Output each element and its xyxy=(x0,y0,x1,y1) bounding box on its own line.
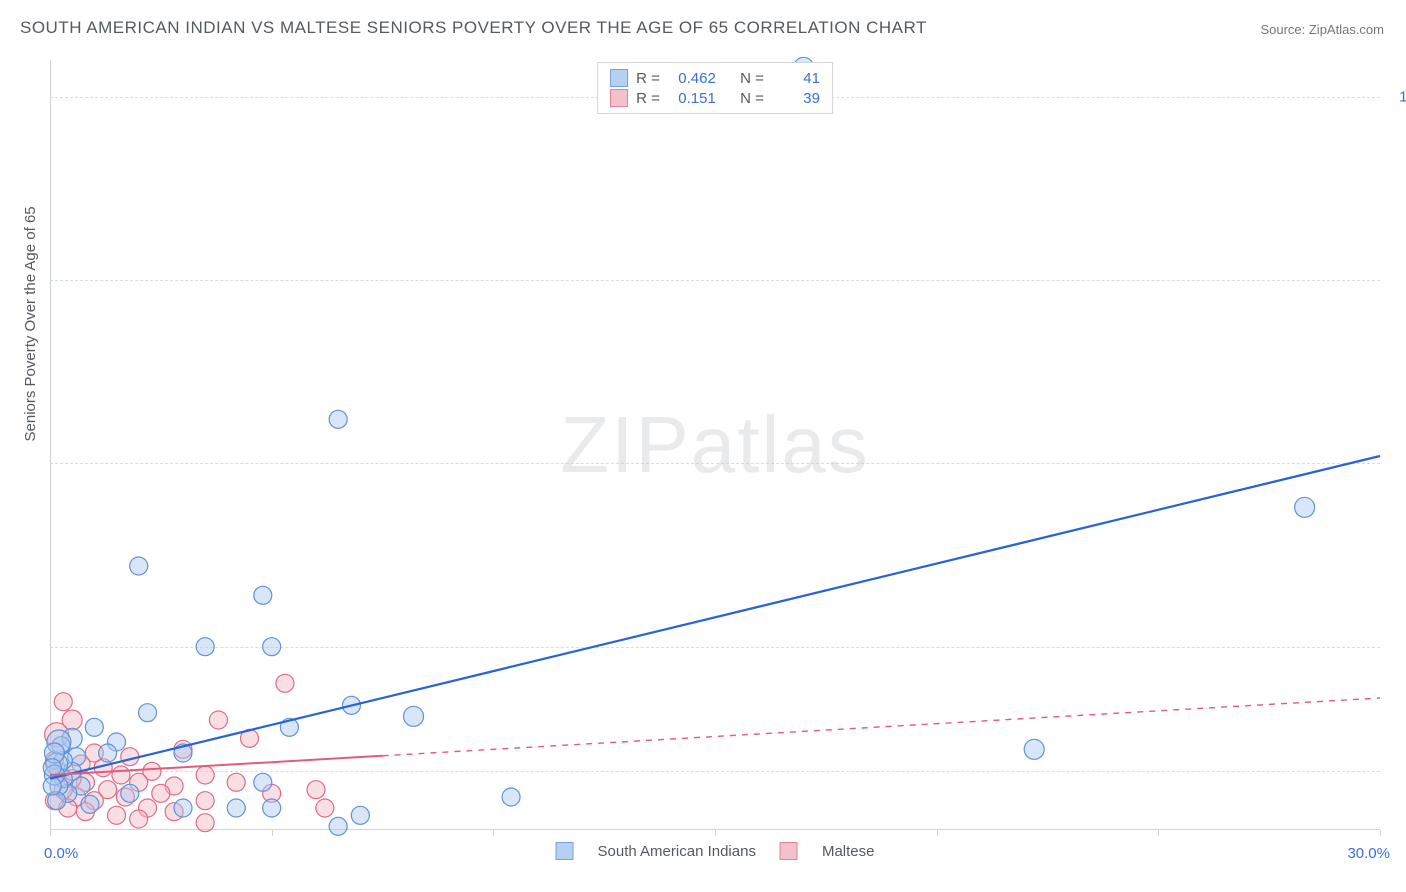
y-tick-label: 25.0% xyxy=(1390,638,1406,655)
source-name: ZipAtlas.com xyxy=(1309,22,1384,37)
legend-swatch-sai xyxy=(556,842,574,860)
correlation-stats-box: R = 0.462 N = 41 R = 0.151 N = 39 xyxy=(597,62,833,114)
legend-label-sai: South American Indians xyxy=(598,843,756,860)
x-max-label: 30.0% xyxy=(1347,845,1390,862)
legend-swatch-maltese xyxy=(780,842,798,860)
y-tick-label: 100.0% xyxy=(1390,88,1406,105)
chart-plot-area: 25.0%50.0%75.0%100.0% ZIPatlas R = 0.462… xyxy=(50,60,1380,830)
stat-N-sai: 41 xyxy=(772,70,820,87)
source-attribution: Source: ZipAtlas.com xyxy=(1260,22,1384,37)
stat-N-label: N = xyxy=(740,90,764,107)
chart-title: SOUTH AMERICAN INDIAN VS MALTESE SENIORS… xyxy=(20,18,927,38)
bottom-legend: South American Indians Maltese xyxy=(556,842,875,860)
stat-R-label: R = xyxy=(636,90,660,107)
source-prefix: Source: xyxy=(1260,22,1308,37)
stats-row-maltese: R = 0.151 N = 39 xyxy=(610,89,820,107)
stat-N-maltese: 39 xyxy=(772,90,820,107)
stat-N-label: N = xyxy=(740,70,764,87)
stat-R-sai: 0.462 xyxy=(668,70,716,87)
swatch-sai xyxy=(610,69,628,87)
x-origin-label: 0.0% xyxy=(44,845,78,862)
y-axis-label: Seniors Poverty Over the Age of 65 xyxy=(22,206,39,441)
stat-R-maltese: 0.151 xyxy=(668,90,716,107)
y-tick-label: 75.0% xyxy=(1390,272,1406,289)
swatch-maltese xyxy=(610,89,628,107)
stat-R-label: R = xyxy=(636,70,660,87)
stats-row-sai: R = 0.462 N = 41 xyxy=(610,69,820,87)
scatter-plot-svg xyxy=(50,60,1380,830)
legend-label-maltese: Maltese xyxy=(822,843,875,860)
y-tick-label: 50.0% xyxy=(1390,455,1406,472)
